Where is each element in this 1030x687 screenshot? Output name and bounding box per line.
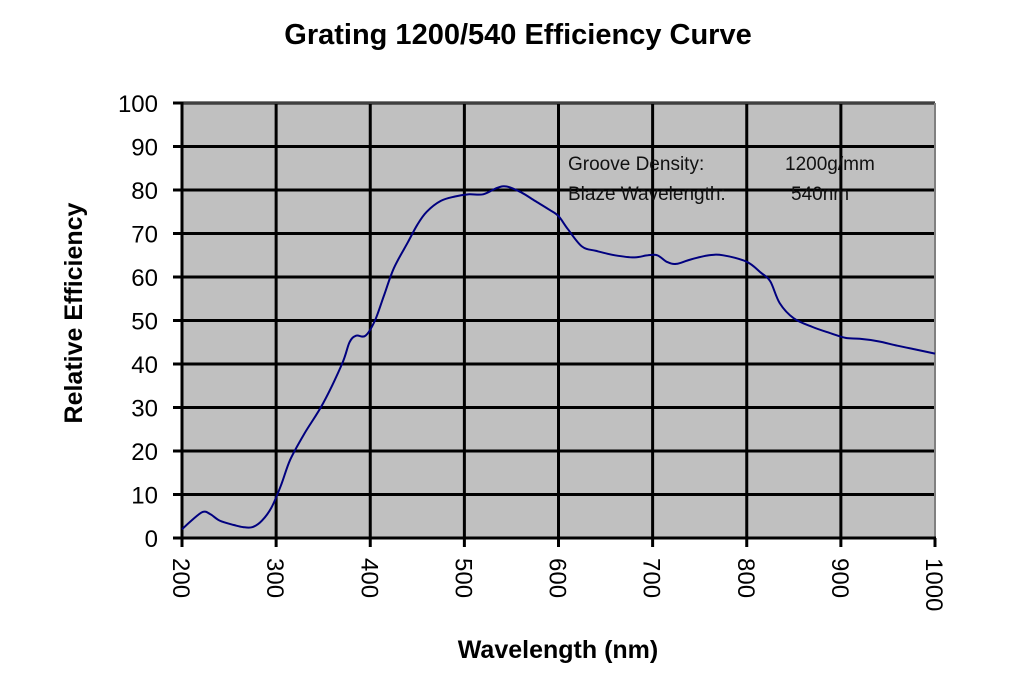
data-point <box>440 200 441 201</box>
y-tick-label: 20 <box>131 439 158 466</box>
y-tick-label: 70 <box>131 222 158 249</box>
data-point <box>393 268 394 269</box>
chart-title: Grating 1200/540 Efficiency Curve <box>284 19 751 51</box>
y-axis-title: Relative Efficiency <box>60 202 88 423</box>
data-point <box>878 341 879 342</box>
data-point <box>181 529 182 530</box>
data-point <box>581 246 582 247</box>
series-group <box>181 185 936 531</box>
data-point <box>191 520 192 521</box>
data-point <box>271 507 272 508</box>
annotation-value: 1200g/mm <box>785 154 875 175</box>
data-point <box>534 200 535 201</box>
x-tick-labels: 200 300 400 500 600 700 800 900 1000 <box>167 558 947 611</box>
data-point <box>831 333 832 334</box>
data-point <box>916 349 917 350</box>
data-point <box>365 335 366 336</box>
data-point <box>614 255 615 256</box>
x-tick-label: 400 <box>355 558 382 598</box>
y-tick-label: 10 <box>131 483 158 510</box>
data-point <box>506 186 507 187</box>
x-tick-label: 1000 <box>920 558 947 611</box>
data-point <box>323 403 324 404</box>
y-tick-label: 90 <box>131 135 158 162</box>
y-tick-label: 40 <box>131 352 158 379</box>
x-tick-label: 900 <box>826 558 853 598</box>
data-point <box>647 255 648 256</box>
data-point <box>356 335 357 336</box>
data-point <box>723 255 724 256</box>
data-point <box>549 209 550 210</box>
data-point <box>243 527 244 528</box>
data-point <box>520 192 521 193</box>
annotation-box: Groove Density: 1200g/mm Blaze Wavelength:… <box>568 154 875 205</box>
data-point <box>290 459 291 460</box>
data-point <box>558 216 559 217</box>
data-point <box>483 194 484 195</box>
data-point <box>202 511 203 512</box>
y-tick-label: 60 <box>131 265 158 292</box>
data-point <box>233 524 234 525</box>
y-tick-label: 0 <box>145 526 158 553</box>
data-point <box>341 363 342 364</box>
data-point <box>760 272 761 273</box>
data-point <box>812 326 813 327</box>
data-point <box>746 261 747 262</box>
series-line-efficiency <box>181 185 936 531</box>
data-point <box>845 337 846 338</box>
annotation-label: Blaze Wavelength: <box>568 184 726 205</box>
data-point <box>596 250 597 251</box>
y-tick-label: 50 <box>131 309 158 336</box>
data-point <box>261 520 262 521</box>
data-point <box>349 342 350 343</box>
data-point <box>280 485 281 486</box>
annotation-label: Groove Density: <box>568 154 704 175</box>
data-point <box>709 255 710 256</box>
y-tick-label: 80 <box>131 178 158 205</box>
y-tick-label: 100 <box>118 91 158 118</box>
x-tick-label: 500 <box>449 558 476 598</box>
data-point <box>779 303 780 304</box>
data-point <box>633 257 634 258</box>
data-point <box>934 353 935 354</box>
data-point <box>690 259 691 260</box>
data-point <box>770 281 771 282</box>
data-point <box>657 255 658 256</box>
data-point <box>210 514 211 515</box>
x-tick-label: 200 <box>167 558 194 598</box>
data-point <box>497 187 498 188</box>
data-point <box>407 242 408 243</box>
x-tick-label: 600 <box>544 558 571 598</box>
data-point <box>454 196 455 197</box>
data-point <box>897 345 898 346</box>
data-point <box>666 261 667 262</box>
y-tick-label: 30 <box>131 396 158 423</box>
x-tick-label: 800 <box>732 558 759 598</box>
data-point <box>859 338 860 339</box>
y-tick-labels: 0 10 20 30 40 50 60 70 80 90 100 <box>118 91 158 553</box>
data-point <box>374 320 375 321</box>
data-point <box>384 294 385 295</box>
data-point <box>417 224 418 225</box>
x-tick-label: 700 <box>638 558 665 598</box>
annotation-value: 540nm <box>791 184 849 205</box>
data-point <box>219 520 220 521</box>
axes <box>173 101 937 547</box>
x-axis-title: Wavelength (nm) <box>458 636 658 664</box>
data-point <box>567 229 568 230</box>
data-point <box>304 433 305 434</box>
data-point <box>793 318 794 319</box>
data-point <box>252 527 253 528</box>
data-point <box>469 194 470 195</box>
data-point <box>426 211 427 212</box>
x-tick-label: 300 <box>261 558 288 598</box>
data-point <box>676 263 677 264</box>
